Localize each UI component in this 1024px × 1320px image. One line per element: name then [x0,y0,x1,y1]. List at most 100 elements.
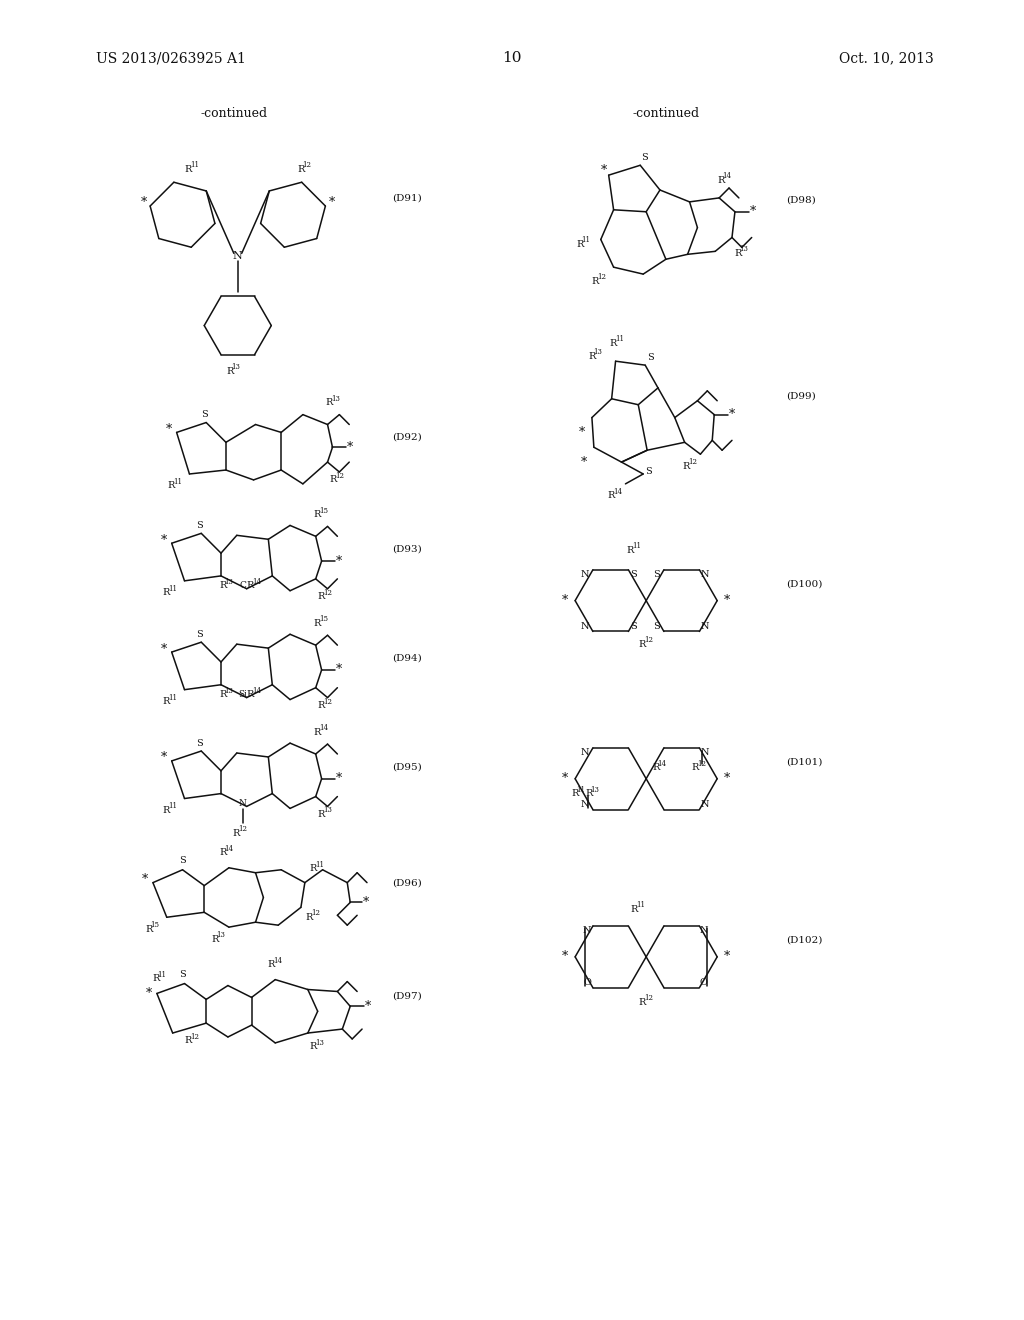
Text: S: S [179,970,186,979]
Text: R: R [638,640,646,648]
Text: S: S [652,622,659,631]
Text: 12: 12 [597,273,606,281]
Text: R: R [211,935,218,944]
Text: *: * [161,751,167,764]
Text: S: S [196,521,203,529]
Text: R: R [310,865,317,874]
Text: 13: 13 [224,686,233,694]
Text: *: * [724,594,730,607]
Text: *: * [329,197,335,210]
Text: R: R [297,165,304,174]
Text: 11: 11 [636,902,645,909]
Text: S: S [641,153,647,162]
Text: R: R [317,810,325,818]
Text: R: R [219,849,226,858]
Text: R: R [609,339,617,348]
Text: N: N [581,748,589,758]
Text: *: * [166,422,172,436]
Text: R: R [683,462,690,470]
Text: N: N [239,799,247,808]
Text: R: R [226,367,233,376]
Text: R: R [717,176,725,185]
Text: R: R [247,690,254,700]
Text: (D99): (D99) [786,391,816,400]
Text: 12: 12 [239,825,247,833]
Text: R: R [627,545,634,554]
Text: 12: 12 [302,161,311,169]
Text: S: S [196,630,203,639]
Text: R: R [313,619,322,628]
Text: 13: 13 [216,931,225,939]
Text: 13: 13 [591,785,599,793]
Text: US 2013/0263925 A1: US 2013/0263925 A1 [95,51,246,66]
Text: *: * [365,999,371,1012]
Text: (D92): (D92) [391,433,422,442]
Text: N: N [699,927,708,936]
Text: R: R [607,491,615,500]
Text: (D96): (D96) [391,878,422,887]
Text: R: R [219,690,226,700]
Text: O: O [699,978,708,987]
Text: 13: 13 [315,1039,324,1047]
Text: R: R [585,789,592,799]
Text: S: S [630,622,637,631]
Text: 11: 11 [582,236,591,244]
Text: N: N [581,570,589,579]
Text: 12: 12 [644,994,652,1002]
Text: R: R [145,924,153,933]
Text: S: S [647,352,653,362]
Text: S: S [196,739,203,747]
Text: (D94): (D94) [391,653,422,663]
Text: R: R [734,249,741,257]
Text: S: S [201,411,208,420]
Text: R: R [219,581,226,590]
Text: *: * [750,206,756,218]
Text: Si: Si [239,690,247,700]
Text: 14: 14 [272,957,282,965]
Text: R: R [313,510,322,519]
Text: *: * [729,408,735,421]
Text: R: R [184,165,191,174]
Text: R: R [306,912,313,921]
Text: 14: 14 [613,488,623,496]
Text: 11: 11 [315,861,325,869]
Text: *: * [145,987,153,1001]
Text: R: R [571,789,579,799]
Text: N: N [700,622,709,631]
Text: 11: 11 [158,970,166,978]
Text: N: N [232,251,243,261]
Text: 13: 13 [739,246,749,253]
Text: R: R [652,763,659,772]
Text: *: * [362,896,369,909]
Text: R: R [152,974,160,983]
Text: S: S [630,570,637,579]
Text: 12: 12 [324,589,332,597]
Text: *: * [579,426,585,440]
Text: (D101): (D101) [786,758,822,767]
Text: N: N [700,800,709,809]
Text: 13: 13 [224,578,233,586]
Text: N: N [583,927,591,936]
Text: *: * [336,772,342,785]
Text: 12: 12 [189,1034,199,1041]
Text: 11: 11 [615,335,624,343]
Text: *: * [142,873,148,886]
Text: (D98): (D98) [786,195,816,205]
Text: R: R [163,589,170,597]
Text: 14: 14 [252,578,261,586]
Text: Oct. 10, 2013: Oct. 10, 2013 [840,51,934,66]
Text: C: C [240,581,246,590]
Text: *: * [562,594,568,607]
Text: 11: 11 [577,785,586,793]
Text: R: R [267,960,274,969]
Text: R: R [691,763,699,772]
Text: 15: 15 [319,615,328,623]
Text: N: N [581,800,589,809]
Text: R: R [588,351,595,360]
Text: 13: 13 [324,807,332,814]
Text: 13: 13 [593,348,602,356]
Text: 12: 12 [697,760,706,768]
Text: 15: 15 [319,507,328,515]
Text: R: R [330,475,337,484]
Text: R: R [317,701,325,710]
